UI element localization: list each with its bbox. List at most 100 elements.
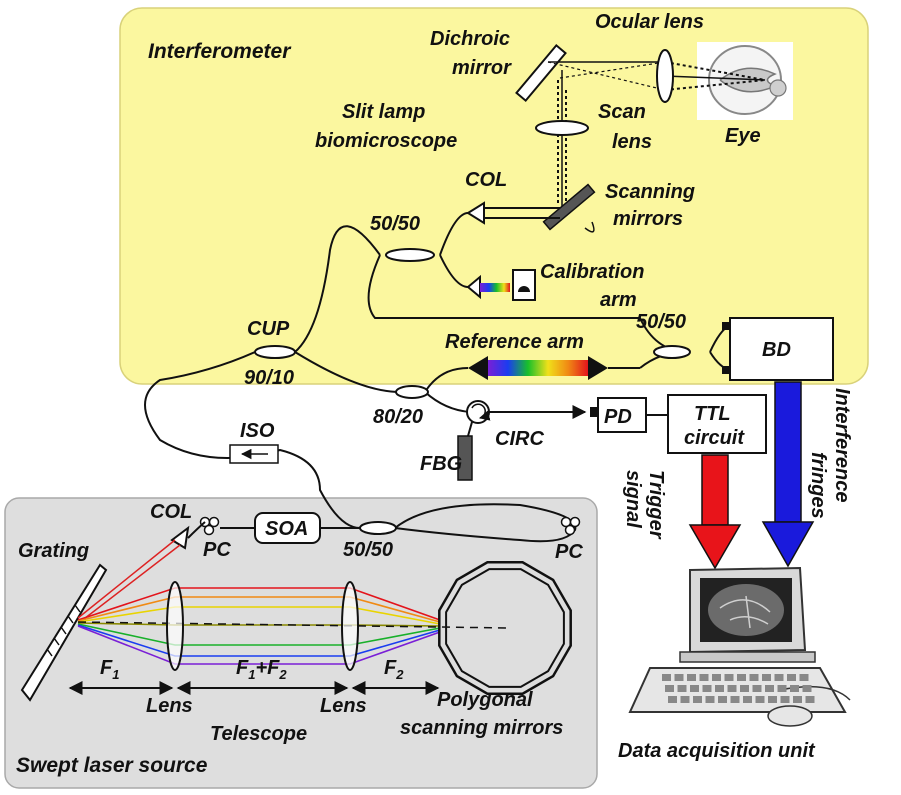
keyboard-key — [805, 696, 815, 703]
keyboard-key — [790, 685, 799, 692]
keyboard-key — [749, 674, 759, 681]
fbg-label: FBG — [420, 453, 462, 475]
arm-label: arm — [600, 289, 637, 311]
keyboard-key — [665, 685, 674, 692]
polygonal-scanning-mirror — [438, 561, 572, 695]
ttl-label: TTL — [694, 403, 731, 425]
keyboard-key — [712, 674, 721, 681]
eye-icon — [708, 45, 787, 115]
polygonal-label: Polygonal — [437, 689, 533, 711]
calibration-label: Calibration — [540, 261, 644, 283]
eye-label: Eye — [725, 125, 761, 147]
pc-left-label: PC — [203, 539, 231, 561]
pd-box — [597, 397, 647, 433]
ocular-lens-label: Ocular lens — [595, 11, 704, 33]
keyboard-key — [699, 674, 709, 681]
telescope-label: Telescope — [210, 723, 307, 745]
coupler-50-50-bottom — [359, 521, 397, 535]
keyboard-key — [687, 674, 696, 681]
ocular-lens — [656, 49, 674, 103]
keyboard-key — [737, 674, 746, 681]
data-acquisition-unit-label: Data acquisition unit — [618, 740, 816, 762]
keyboard-key — [765, 685, 774, 692]
bd-box — [729, 317, 834, 381]
keyboard-key — [705, 696, 715, 703]
keyboard-key — [802, 685, 812, 692]
keyboard-key — [668, 696, 677, 703]
biomicroscope-label: biomicroscope — [315, 130, 457, 152]
cup-coupler — [254, 345, 296, 359]
scanning-label: Scanning — [605, 181, 695, 203]
polarization-controller-right — [560, 516, 581, 536]
keyboard-key — [690, 685, 699, 692]
trigger-label: Trigger — [645, 470, 667, 540]
pc-right-label: PC — [555, 541, 583, 563]
coupler-50-50-bottom-label: 50/50 — [343, 539, 393, 561]
interferometer-label: Interferometer — [148, 40, 292, 63]
circuit-label: circuit — [684, 427, 745, 449]
signal-label: signal — [622, 470, 644, 528]
fbg — [457, 435, 473, 481]
mirrors-label: mirrors — [613, 208, 683, 230]
slit-lamp-label: Slit lamp — [342, 101, 425, 123]
keyboard-key — [702, 685, 712, 692]
reference-arm-optics — [468, 356, 640, 380]
col-collimator-laser — [77, 525, 190, 623]
lens-left-label: Lens — [146, 695, 193, 717]
dichroic-mirror — [515, 43, 567, 103]
coupler-50-50-top-label: 50/50 — [370, 213, 420, 235]
keyboard-key — [662, 674, 671, 681]
coupler-50-50-right-label: 50/50 — [636, 311, 686, 333]
lens-right-label: Lens — [320, 695, 367, 717]
keyboard-keys — [662, 674, 815, 703]
coupler-50-50-top — [385, 248, 435, 262]
split-90-10-label: 90/10 — [244, 367, 294, 389]
f1-plus-f2-label: F1+F2 — [236, 657, 287, 682]
coupler-50-50-right — [653, 345, 691, 359]
keyboard-key — [724, 674, 734, 681]
pd-label: PD — [604, 406, 632, 428]
telescope-lens-right — [341, 581, 359, 671]
keyboard-key — [799, 674, 809, 681]
computer-icon — [628, 566, 851, 727]
scan-lens — [535, 120, 589, 136]
iso-label: ISO — [240, 420, 275, 442]
interferometer-panel — [119, 7, 869, 385]
circulator — [466, 400, 491, 424]
bd-label: BD — [762, 339, 791, 361]
keyboard-key — [743, 696, 752, 703]
keyboard-key — [755, 696, 765, 703]
sample-beams — [547, 61, 766, 208]
keyboard-key — [768, 696, 777, 703]
spectral-fan — [77, 587, 441, 665]
keyboard-key — [774, 674, 784, 681]
trigger-signal-arrow — [688, 454, 742, 570]
keyboard-key — [715, 685, 724, 692]
col-laser-label: COL — [150, 501, 192, 523]
keyboard-key — [752, 685, 762, 692]
keyboard-key — [777, 685, 787, 692]
grating-label: Grating — [18, 540, 89, 562]
keyboard-key — [740, 685, 749, 692]
soa-box — [254, 512, 321, 544]
keyboard-key — [674, 674, 684, 681]
telescope-lens-left — [166, 581, 184, 671]
keyboard-key — [780, 696, 790, 703]
grating — [20, 563, 108, 702]
keyboard-key — [718, 696, 727, 703]
circ-label: CIRC — [495, 428, 544, 450]
col-collimator — [466, 201, 560, 225]
keyboard-key — [727, 685, 737, 692]
interference-label: Interference — [831, 388, 853, 503]
scan-label: Scan — [598, 101, 646, 123]
keyboard-key — [693, 696, 702, 703]
ttl-circuit-box — [667, 394, 767, 454]
coupler-80-20 — [395, 385, 429, 399]
col-label: COL — [465, 169, 507, 191]
keyboard-key — [730, 696, 740, 703]
split-80-20-label: 80/20 — [373, 406, 423, 428]
keyboard-key — [677, 685, 687, 692]
keyboard-key — [680, 696, 690, 703]
